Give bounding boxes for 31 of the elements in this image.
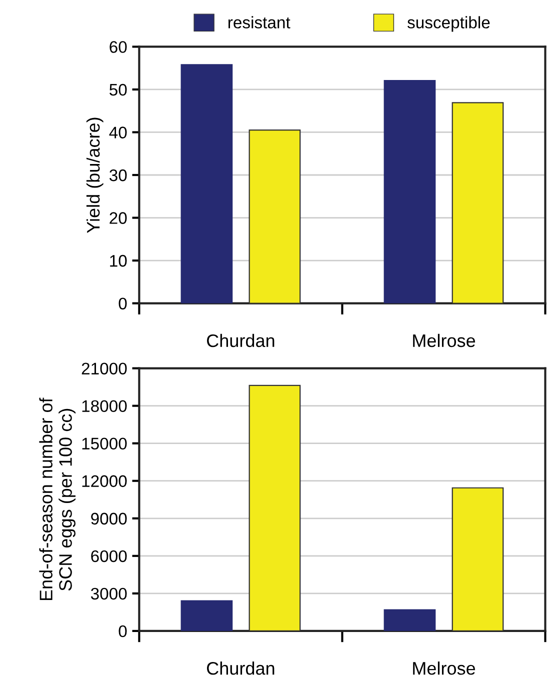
bar [248, 130, 301, 304]
y-tick-label: 9000 [91, 512, 127, 525]
y-axis-title: Yield (bu/acre) [86, 118, 104, 233]
bar [452, 102, 504, 304]
y-tick-label: 0 [118, 625, 127, 638]
y-axis-title: End-of-season number of SCN eggs (per 100 cc) [39, 398, 76, 600]
x-tick-label: Churdan [207, 334, 274, 348]
y-tick-label: 18000 [82, 400, 127, 412]
bar [248, 384, 301, 631]
x-tick-label: Churdan [207, 662, 274, 675]
bar [452, 487, 504, 631]
y-tick-label: 60 [110, 41, 127, 53]
y-tick-label: 6000 [91, 550, 127, 562]
y-tick-label: 40 [109, 126, 127, 138]
y-tick-label: 0 [118, 298, 127, 310]
y-tick-label: 21000 [82, 362, 127, 374]
legend-label: resistant [228, 16, 290, 28]
bar [384, 80, 436, 304]
bar [384, 609, 436, 631]
bar [180, 64, 233, 304]
bar [180, 600, 233, 631]
y-tick-label: 15000 [82, 438, 127, 450]
x-tick-label: Melrose [413, 662, 476, 675]
legend-label: susceptible [407, 16, 490, 32]
y-tick-label: 30 [109, 169, 127, 182]
y-tick-label: 3000 [90, 588, 127, 600]
x-tick-label: Melrose [413, 334, 476, 348]
y-tick-label: 50 [110, 84, 127, 96]
y-tick-label: 12000 [82, 475, 127, 488]
y-tick-label: 20 [110, 212, 127, 224]
y-tick-label: 10 [110, 254, 127, 267]
